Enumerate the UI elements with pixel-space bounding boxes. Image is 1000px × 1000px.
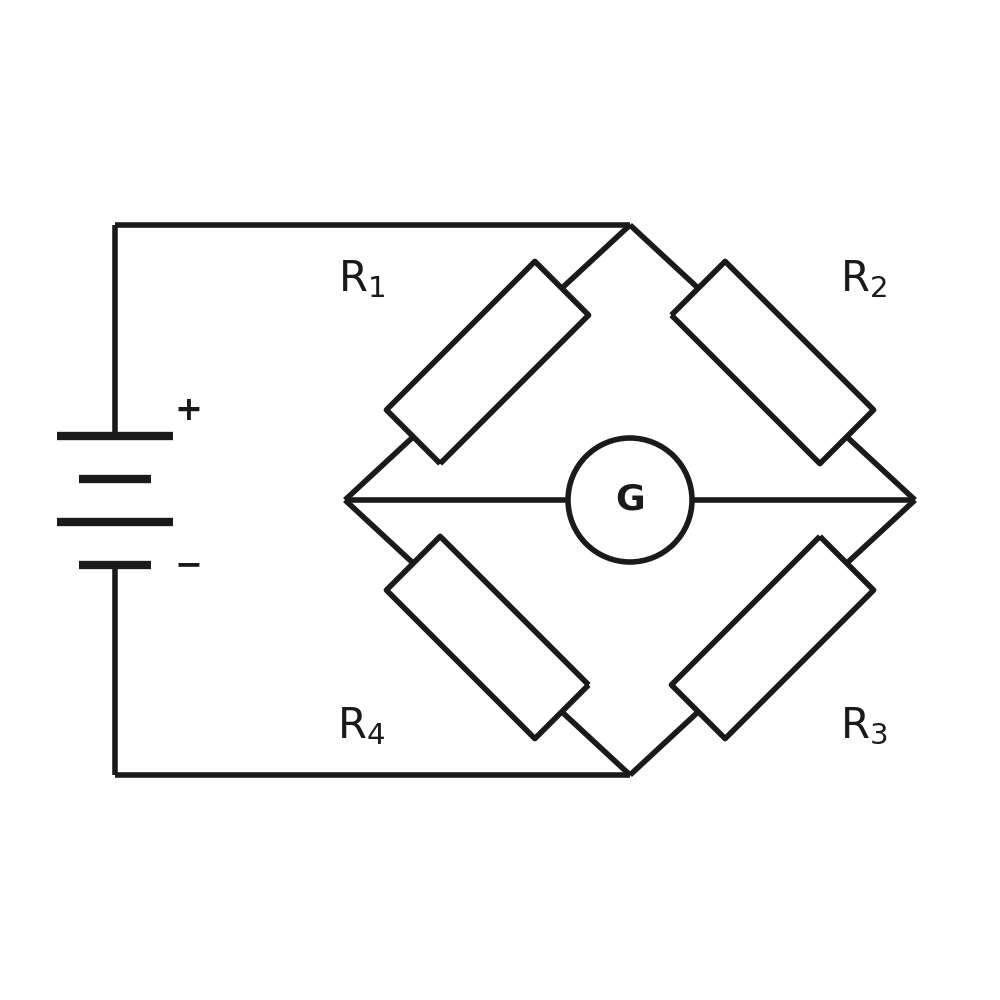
- Polygon shape: [671, 261, 874, 464]
- Text: $\mathregular{R_{1}}$: $\mathregular{R_{1}}$: [338, 258, 385, 300]
- Text: −: −: [175, 548, 203, 582]
- Circle shape: [568, 438, 692, 562]
- Text: $\mathregular{R_{3}}$: $\mathregular{R_{3}}$: [840, 705, 888, 747]
- Polygon shape: [386, 536, 589, 739]
- Polygon shape: [386, 261, 589, 464]
- Text: $\mathregular{R_{2}}$: $\mathregular{R_{2}}$: [840, 258, 887, 300]
- Text: +: +: [175, 393, 203, 426]
- Text: G: G: [615, 483, 645, 517]
- Polygon shape: [671, 536, 874, 739]
- Text: $\mathregular{R_{4}}$: $\mathregular{R_{4}}$: [337, 705, 385, 747]
